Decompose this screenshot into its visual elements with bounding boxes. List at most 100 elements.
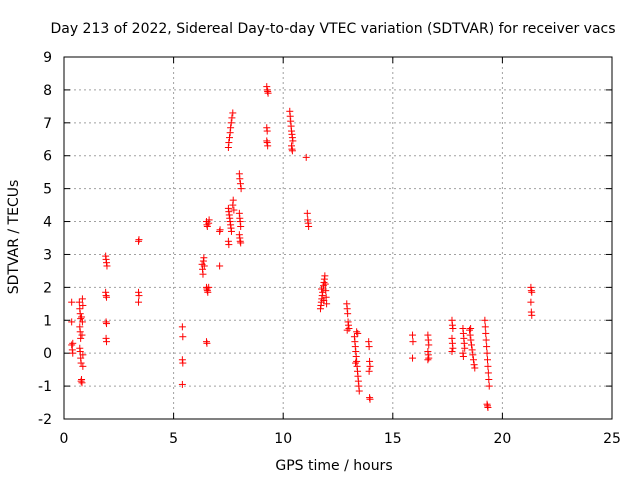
x-tick-label: 15 — [384, 431, 402, 447]
data-point — [528, 288, 536, 296]
data-point — [179, 359, 187, 367]
data-point — [469, 351, 477, 359]
data-point — [466, 326, 474, 334]
data-point — [229, 109, 237, 117]
data-point — [344, 310, 352, 318]
plot-frame — [63, 56, 613, 420]
y-tick-label: 4 — [43, 215, 52, 231]
y-tick-labels: -2 -1 0 1 2 3 4 5 6 7 8 9 — [38, 50, 52, 428]
data-point — [448, 348, 456, 356]
data-point — [178, 380, 186, 388]
data-point — [103, 293, 111, 301]
data-point — [365, 367, 373, 375]
data-point — [305, 222, 313, 230]
data-point — [237, 239, 245, 247]
data-point — [264, 142, 272, 150]
data-point — [203, 222, 211, 230]
y-tick-label: 3 — [43, 247, 52, 263]
data-point — [200, 254, 208, 262]
data-point — [103, 320, 111, 328]
data-point — [343, 326, 351, 334]
data-point — [76, 328, 84, 336]
y-tick-label: 0 — [43, 346, 52, 362]
axis-ticks — [63, 56, 613, 420]
data-point — [484, 369, 492, 377]
data-point — [289, 137, 297, 145]
data-point — [482, 329, 490, 337]
x-tick-label: 25 — [603, 431, 621, 447]
data-point — [200, 262, 208, 270]
data-point — [471, 364, 479, 372]
data-point — [449, 325, 457, 332]
data-point — [323, 300, 331, 308]
chart-title: Day 213 of 2022, Sidereal Day-to-day VTE… — [50, 21, 615, 37]
data-point — [318, 285, 326, 293]
data-point — [467, 325, 475, 332]
data-point — [322, 287, 330, 295]
data-point — [459, 352, 467, 360]
y-tick-label: -1 — [38, 379, 52, 395]
y-tick-label: 8 — [43, 83, 52, 99]
data-point — [78, 379, 86, 387]
data-point — [468, 346, 476, 354]
data-point — [228, 114, 236, 122]
data-point — [203, 339, 211, 347]
data-point — [68, 298, 76, 306]
data-point — [237, 222, 245, 230]
data-point — [227, 119, 235, 127]
data-point — [320, 297, 328, 305]
data-point — [467, 341, 475, 349]
data-point — [225, 139, 233, 147]
data-point — [78, 295, 86, 303]
x-tick-label: 20 — [493, 431, 511, 447]
data-point — [263, 127, 271, 135]
data-point — [302, 153, 310, 161]
data-point — [77, 315, 85, 323]
y-tick-label: 1 — [43, 313, 52, 329]
data-point — [229, 196, 237, 204]
data-point — [204, 288, 212, 296]
data-point — [288, 147, 296, 155]
x-tick-label: 0 — [60, 431, 69, 447]
data-point — [216, 226, 224, 234]
data-point — [225, 241, 233, 249]
data-point — [237, 185, 245, 193]
data-point — [79, 362, 87, 370]
data-point — [528, 311, 536, 319]
y-axis-label: SDTVAR / TECUs — [6, 180, 22, 295]
data-point — [199, 270, 207, 278]
data-point — [481, 323, 489, 331]
data-point — [77, 334, 85, 342]
data-point — [481, 316, 489, 324]
y-tick-label: 6 — [43, 149, 52, 165]
y-tick-label: 2 — [43, 280, 52, 296]
data-point — [355, 387, 363, 395]
data-point — [409, 331, 417, 339]
data-point — [352, 359, 360, 367]
data-point — [79, 301, 87, 309]
data-point — [69, 349, 77, 357]
x-tick-label: 5 — [169, 431, 178, 447]
data-point — [466, 331, 474, 339]
data-point — [467, 336, 475, 344]
data-point — [366, 362, 374, 370]
data-point — [135, 236, 143, 244]
data-point — [78, 318, 86, 326]
data-point — [79, 351, 87, 359]
data-point — [484, 362, 492, 370]
data-point — [288, 142, 296, 150]
data-point — [78, 331, 86, 339]
x-tick-labels: 0 5 10 15 20 25 — [60, 431, 621, 447]
data-point — [409, 338, 417, 346]
data-point — [353, 328, 361, 336]
data-points — [68, 83, 536, 411]
data-point — [68, 341, 76, 349]
data-point — [483, 343, 491, 351]
data-point — [264, 89, 272, 97]
data-point — [78, 313, 86, 321]
data-point — [205, 216, 213, 224]
data-point — [230, 206, 238, 214]
data-point — [103, 338, 111, 346]
data-point — [527, 298, 535, 306]
data-point — [225, 134, 233, 142]
